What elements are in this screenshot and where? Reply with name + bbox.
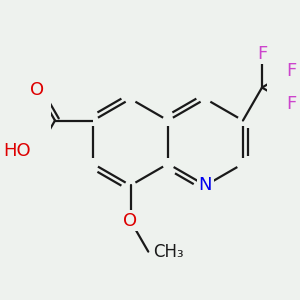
Text: F: F (257, 45, 267, 63)
Text: O: O (30, 81, 44, 99)
Text: F: F (286, 95, 296, 113)
Text: CH₃: CH₃ (153, 243, 184, 261)
Text: O: O (124, 212, 138, 230)
Text: F: F (286, 62, 296, 80)
Text: N: N (199, 176, 212, 194)
Text: HO: HO (3, 142, 31, 160)
